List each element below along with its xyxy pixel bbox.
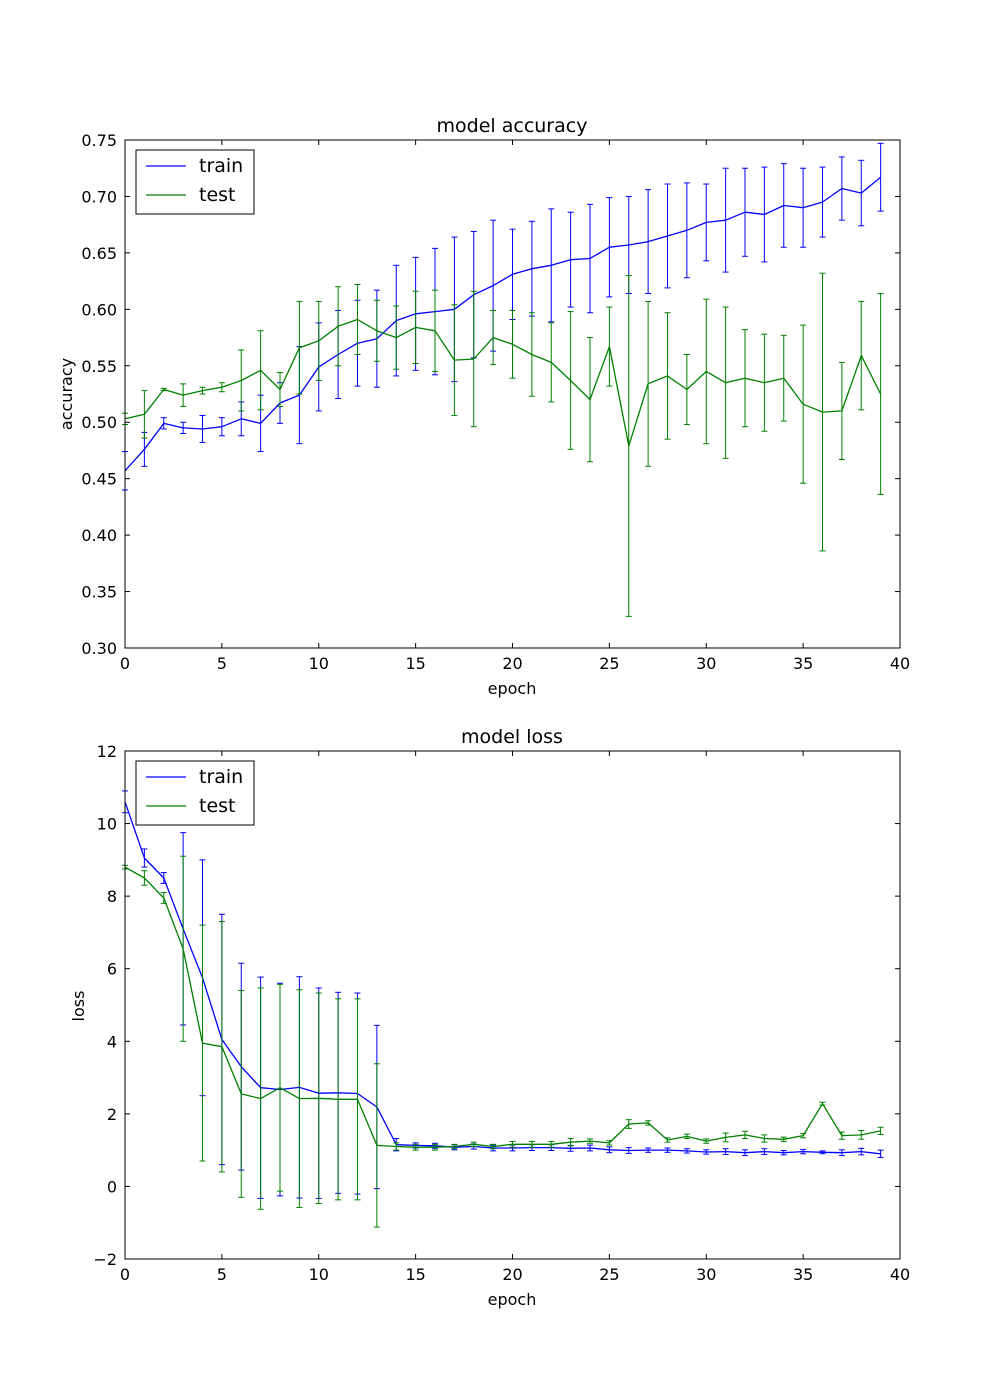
loss-chart-title: model loss xyxy=(461,726,563,748)
accuracy-x-tick-label: 40 xyxy=(890,654,910,673)
loss-legend-test-label: test xyxy=(199,795,236,817)
loss-y-tick-label: 8 xyxy=(107,887,117,906)
accuracy-y-tick-label: 0.50 xyxy=(81,413,117,432)
loss-x-tick-label: 40 xyxy=(890,1265,910,1284)
accuracy-x-tick-label: 20 xyxy=(502,654,522,673)
accuracy-test-line xyxy=(124,318,882,447)
accuracy-ticks: 0 5 10 15 20 25 30 35 40 0.30 0.35 0.40 0.45 0.50 0.55… xyxy=(81,131,910,673)
accuracy-y-tick-label: 0.30 xyxy=(81,639,117,658)
accuracy-x-tick-label: 15 xyxy=(405,654,425,673)
loss-y-tick-label: 12 xyxy=(97,742,117,761)
loss-x-axis-label: epoch xyxy=(488,1290,537,1309)
loss-legend-box xyxy=(135,760,255,826)
accuracy-train-line xyxy=(124,176,882,472)
loss-y-tick-label: 6 xyxy=(107,960,117,979)
loss-x-tick-label: 0 xyxy=(120,1265,130,1284)
accuracy-x-axis-label: epoch xyxy=(488,679,537,698)
accuracy-x-tick-label: 30 xyxy=(696,654,716,673)
accuracy-chart-title: model accuracy xyxy=(437,115,588,137)
accuracy-y-tick-label: 0.60 xyxy=(81,300,117,319)
loss-series-test xyxy=(122,855,884,1228)
accuracy-y-tick-label: 0.70 xyxy=(81,187,117,206)
accuracy-x-tick-label: 0 xyxy=(120,654,130,673)
accuracy-x-tick-label: 5 xyxy=(217,654,227,673)
loss-test-line xyxy=(124,866,881,1148)
accuracy-y-tick-label: 0.35 xyxy=(81,583,117,602)
accuracy-chart: 0 5 10 15 20 25 30 35 40 0.30 0.35 0.40 0.45 0.50 0.55… xyxy=(57,115,910,698)
accuracy-y-tick-label: 0.40 xyxy=(81,526,117,545)
loss-plot-area xyxy=(125,751,900,1259)
accuracy-series-layer xyxy=(122,142,884,617)
accuracy-y-axis-label: accuracy xyxy=(57,358,76,430)
accuracy-y-tick-label: 0.45 xyxy=(81,470,117,489)
loss-y-tick-label: 2 xyxy=(107,1105,117,1124)
accuracy-plot-area xyxy=(125,140,900,648)
loss-x-tick-label: 30 xyxy=(696,1265,716,1284)
loss-legend-train-label: train xyxy=(199,766,243,788)
accuracy-x-tick-label: 25 xyxy=(599,654,619,673)
accuracy-y-tick-label: 0.55 xyxy=(81,357,117,376)
loss-x-tick-label: 35 xyxy=(793,1265,813,1284)
accuracy-series-test xyxy=(122,272,884,617)
loss-y-tick-label: 0 xyxy=(107,1177,117,1196)
loss-x-tick-label: 25 xyxy=(599,1265,619,1284)
loss-y-tick-label: 4 xyxy=(107,1032,117,1051)
loss-y-axis-label: loss xyxy=(69,991,88,1022)
loss-x-tick-label: 20 xyxy=(502,1265,522,1284)
accuracy-x-tick-label: 35 xyxy=(793,654,813,673)
accuracy-legend-box xyxy=(135,149,255,215)
loss-x-tick-label: 15 xyxy=(405,1265,425,1284)
loss-x-tick-label: 5 xyxy=(217,1265,227,1284)
loss-y-tick-label: 10 xyxy=(97,815,117,834)
loss-y-tick-label: −2 xyxy=(93,1250,117,1269)
accuracy-y-tick-label: 0.65 xyxy=(81,244,117,263)
accuracy-series-train xyxy=(122,142,884,491)
accuracy-legend-test-label: test xyxy=(199,184,236,206)
loss-legend: train test xyxy=(135,760,255,826)
loss-train-line xyxy=(124,801,881,1155)
loss-series-layer xyxy=(122,790,884,1228)
accuracy-y-tick-label: 0.75 xyxy=(81,131,117,150)
accuracy-legend-train-label: train xyxy=(199,155,243,177)
accuracy-legend: train test xyxy=(135,149,255,215)
loss-x-tick-label: 10 xyxy=(309,1265,329,1284)
accuracy-x-tick-label: 10 xyxy=(309,654,329,673)
